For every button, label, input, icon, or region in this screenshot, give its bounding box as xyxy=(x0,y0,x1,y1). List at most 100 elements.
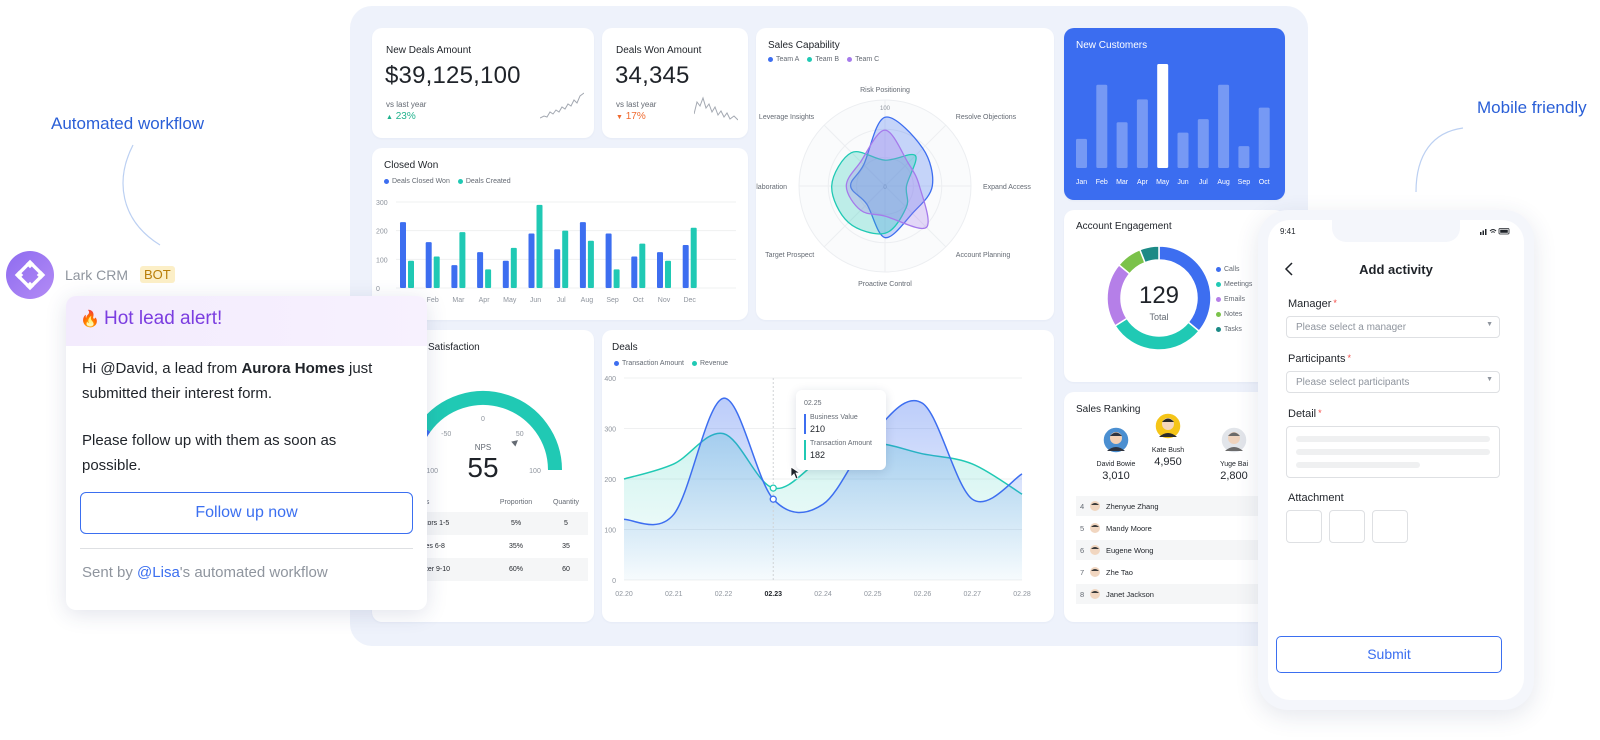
detail-textarea[interactable] xyxy=(1286,426,1500,478)
x-tick-label: Oct xyxy=(1259,179,1270,186)
kpi-change-value: 23% xyxy=(395,111,416,122)
x-tick-label: Jan xyxy=(1076,179,1087,186)
radar-spoke xyxy=(884,185,947,248)
field-label-text: Manager xyxy=(1288,298,1332,310)
legend-item[interactable]: Team C xyxy=(847,56,879,63)
divider xyxy=(80,548,413,549)
card-title: Satisfaction xyxy=(428,342,480,353)
participants-label: Participants * xyxy=(1288,353,1351,365)
rank-number: 6 xyxy=(1080,545,1085,555)
legend-item[interactable]: Tasks xyxy=(1216,326,1252,341)
chart-legend: Transaction Amount Revenue xyxy=(614,360,728,367)
x-tick-label: 02.27 xyxy=(963,591,981,598)
follow-up-button[interactable]: Follow up now xyxy=(80,492,413,534)
kpi-compare-label: vs last year xyxy=(386,100,427,109)
participants-select[interactable]: Please select participants ▼ xyxy=(1286,371,1500,393)
radar-axis-label: Expand Access xyxy=(983,184,1031,191)
attachment-slot[interactable] xyxy=(1286,510,1322,543)
card-title: Sales Capability xyxy=(768,40,840,51)
legend-dot xyxy=(1216,296,1221,302)
bar xyxy=(408,260,414,288)
manager-label: Manager * xyxy=(1288,298,1337,310)
bar xyxy=(579,222,586,288)
legend-item[interactable]: Emails xyxy=(1216,296,1252,311)
bar xyxy=(605,233,612,288)
bar xyxy=(554,249,561,288)
card-title: Sales Ranking xyxy=(1076,404,1141,415)
bar xyxy=(510,247,517,288)
x-tick-label: 02.22 xyxy=(715,591,733,598)
table-row: ctors 1-5 5% 5 xyxy=(422,512,588,535)
mention-link[interactable]: @Lisa xyxy=(137,564,180,581)
alert-message-followup: Please follow up with them as soon as po… xyxy=(82,432,337,474)
podium-entry[interactable]: Yuge Bai 2,800 xyxy=(1204,426,1264,482)
mouse-cursor-icon xyxy=(790,466,800,480)
legend-item[interactable]: Calls xyxy=(1216,266,1252,281)
attachment-slot[interactable] xyxy=(1372,510,1408,543)
legend-label: Tasks xyxy=(1224,326,1242,333)
x-tick-label: Sep xyxy=(606,297,619,304)
legend-item[interactable]: Notes xyxy=(1216,311,1252,326)
radar-spoke xyxy=(823,124,886,187)
bar xyxy=(451,265,458,288)
x-tick-label: Sep xyxy=(1238,179,1251,186)
x-tick-label: 02.21 xyxy=(665,591,683,598)
field-label-text: Participants xyxy=(1288,353,1346,365)
kpi-compare-label: vs last year xyxy=(616,100,657,109)
y-tick-label: 100 xyxy=(604,528,616,535)
bot-badge: BOT xyxy=(140,266,175,283)
table-cell: 60% xyxy=(508,566,523,573)
legend-item[interactable]: Revenue xyxy=(692,360,728,367)
new-customers-card: New Customers Jan Feb Mar Apr May Jun Jul Aug Se… xyxy=(1064,28,1285,200)
avatar xyxy=(1220,426,1248,454)
gauge-tick-label: -50 xyxy=(441,431,451,438)
x-tick-label: Apr xyxy=(479,297,491,304)
alert-message: Hi @David, a lead from Aurora Homes just… xyxy=(82,356,412,406)
podium-score: 2,800 xyxy=(1220,470,1248,482)
card-title: Account Engagement xyxy=(1076,221,1172,232)
rank-name: Mandy Moore xyxy=(1106,523,1152,533)
x-tick-label: Oct xyxy=(633,297,644,304)
message-text: just submitted their interest form. xyxy=(82,360,373,402)
avatar xyxy=(1154,412,1182,440)
sales-ranking-card: Sales Ranking David Bowie 3,010 Kate Bush 4… xyxy=(1064,392,1285,622)
closed-won-chart: 300 200 100 0 Feb Mar Apr May Jun Jul Aug Sep Oct Nov… xyxy=(376,200,736,304)
field-label-text: Detail xyxy=(1288,408,1317,420)
legend-item[interactable]: Team B xyxy=(807,56,839,63)
deals-line-chart: 0 100 200 300 400 02.20 02.21 02.22 02.23 02.24 02… xyxy=(604,376,1031,598)
legend-item[interactable]: Meetings xyxy=(1216,281,1252,296)
bar xyxy=(1076,138,1087,168)
legend-item[interactable]: Transaction Amount xyxy=(614,360,684,367)
avatar xyxy=(1090,589,1100,599)
legend-item[interactable]: Deals Created xyxy=(457,178,511,185)
legend-item[interactable]: Deals Closed Won xyxy=(384,178,450,185)
legend-dot xyxy=(1216,311,1221,317)
y-tick-label: 300 xyxy=(376,200,388,207)
submit-button[interactable]: Submit xyxy=(1276,636,1502,673)
x-tick-label: Feb xyxy=(427,297,439,304)
footer-text: 's automated workflow xyxy=(179,564,328,581)
manager-select[interactable]: Please select a manager ▼ xyxy=(1286,316,1500,338)
legend-item[interactable]: Team A xyxy=(768,56,799,63)
podium-entry[interactable]: Kate Bush 4,950 xyxy=(1138,412,1198,468)
legend-dot xyxy=(1216,326,1221,332)
account-engagement-card: Account Engagement 129 Total Calls Meetin… xyxy=(1064,210,1285,382)
signal-icon xyxy=(1480,229,1487,235)
back-chevron-icon[interactable] xyxy=(1284,262,1294,276)
x-tick-label: Aug xyxy=(581,297,594,304)
x-tick-label: 02.23 xyxy=(764,591,782,598)
bar xyxy=(528,233,535,288)
donut-total: 129 xyxy=(1138,282,1180,309)
attachment-slot[interactable] xyxy=(1329,510,1365,543)
bar xyxy=(400,222,406,288)
kpi-value: $39,125,100 xyxy=(385,62,521,89)
podium-name: Yuge Bai xyxy=(1219,461,1249,468)
podium-entry[interactable]: David Bowie 3,010 xyxy=(1086,426,1146,482)
new-customers-chart: Jan Feb Mar Apr May Jun Jul Aug Sep Oct xyxy=(1076,64,1270,186)
legend-dot xyxy=(768,56,773,62)
